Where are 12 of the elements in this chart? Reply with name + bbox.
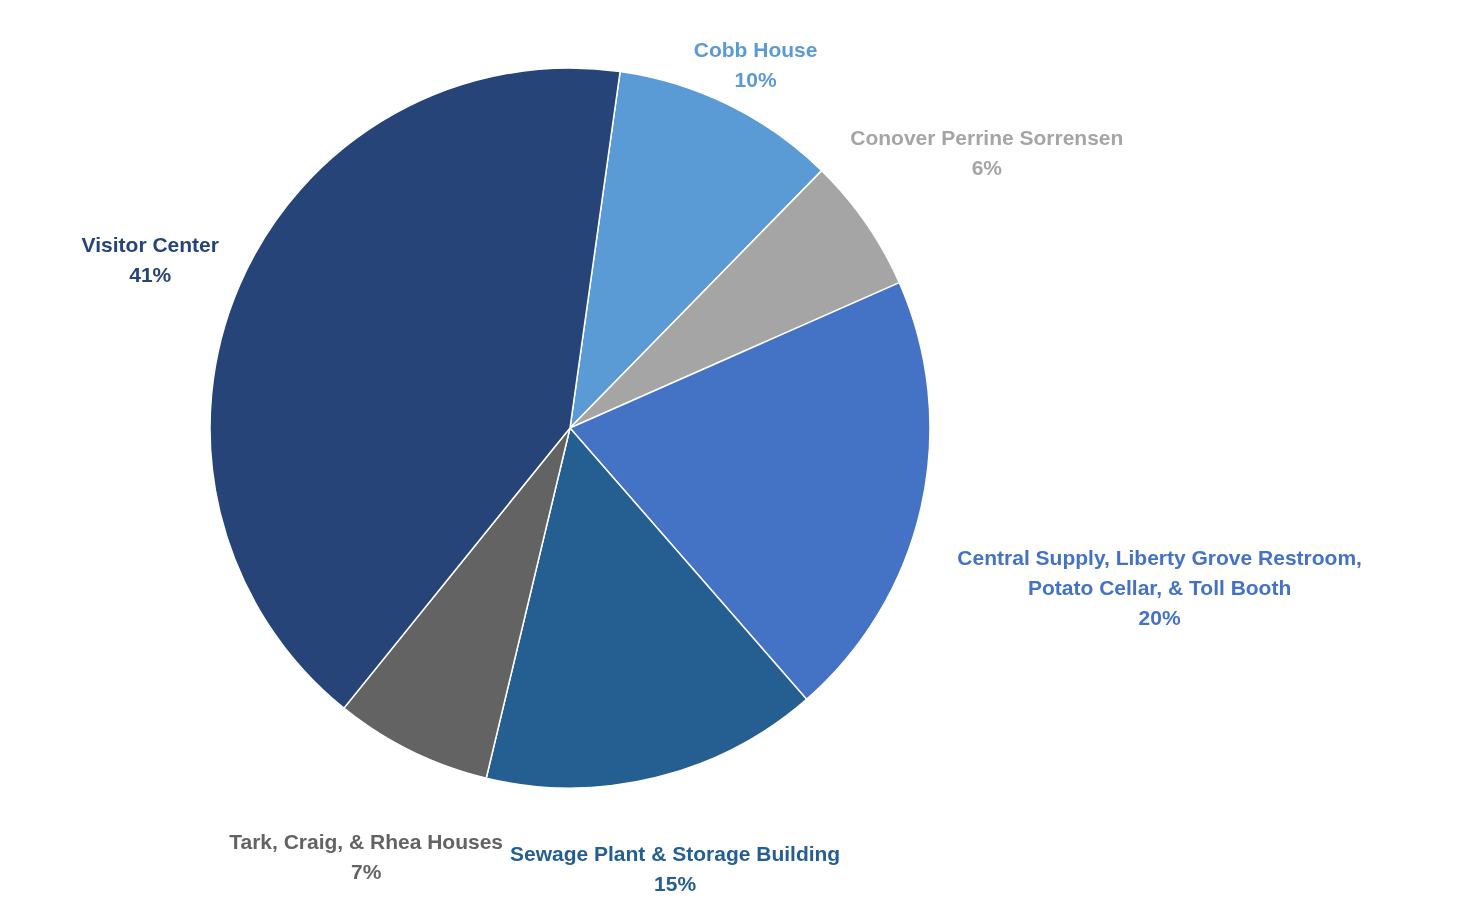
slice-label: Sewage Plant & Storage Building (509, 842, 841, 866)
slice-label: Tark, Craig, & Rhea Houses (229, 829, 504, 853)
slice-label: Visitor Center (81, 232, 219, 256)
data-label: 10% (734, 67, 777, 91)
data-label: 6% (971, 156, 1003, 180)
slice-label: Central Supply, Liberty Grove Restroom, Potato Cellar, & Toll Booth (957, 546, 1362, 600)
data-label: 15% (654, 872, 697, 896)
slice-label: Conover Perrine Sorrensen (850, 126, 1124, 150)
data-label: 41% (129, 262, 172, 286)
slice-label: Cobb House (693, 37, 818, 61)
data-label: 7% (350, 859, 382, 883)
data-label: 20% (1138, 606, 1181, 630)
